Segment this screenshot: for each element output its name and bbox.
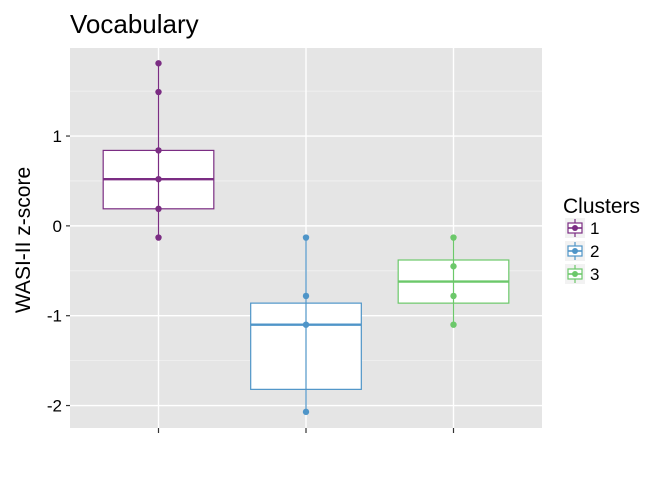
y-tick-label: -1 <box>47 307 62 326</box>
y-tick-label: -2 <box>47 397 62 416</box>
data-point <box>155 175 162 183</box>
legend-item-2: 2 <box>565 241 599 261</box>
boxplot-cluster-1 <box>102 60 215 241</box>
data-point <box>450 321 457 328</box>
legend: Clusters 1 2 3 <box>563 195 640 284</box>
chart-title: Vocabulary <box>70 9 199 39</box>
y-tick-label: 0 <box>53 217 62 236</box>
data-point <box>155 234 162 241</box>
data-point <box>155 60 162 67</box>
data-point <box>302 292 310 300</box>
data-point <box>450 292 457 300</box>
legend-item-1: 1 <box>565 218 599 238</box>
data-point <box>450 263 457 270</box>
legend-label: 1 <box>590 219 599 238</box>
legend-key-point <box>572 271 578 277</box>
data-point <box>450 234 457 241</box>
legend-label: 3 <box>590 265 599 284</box>
legend-item-3: 3 <box>565 264 599 284</box>
legend-key-point <box>572 248 578 254</box>
data-point <box>302 321 310 328</box>
y-tick-label: 1 <box>53 127 62 146</box>
data-point <box>155 88 162 96</box>
y-axis-label: WASI-II z-score <box>12 167 35 313</box>
boxplot-cluster-2 <box>250 234 362 416</box>
data-point <box>302 234 310 241</box>
boxplots <box>102 60 510 416</box>
data-point <box>155 147 162 154</box>
boxplot-cluster-3 <box>397 234 510 328</box>
legend-key-point <box>572 225 578 231</box>
data-point <box>155 205 162 213</box>
x-axis <box>157 428 455 433</box>
y-axis: 1 0 -1 -2 <box>47 127 70 416</box>
legend-title: Clusters <box>563 195 640 218</box>
data-point <box>302 408 310 416</box>
legend-label: 2 <box>590 242 599 261</box>
